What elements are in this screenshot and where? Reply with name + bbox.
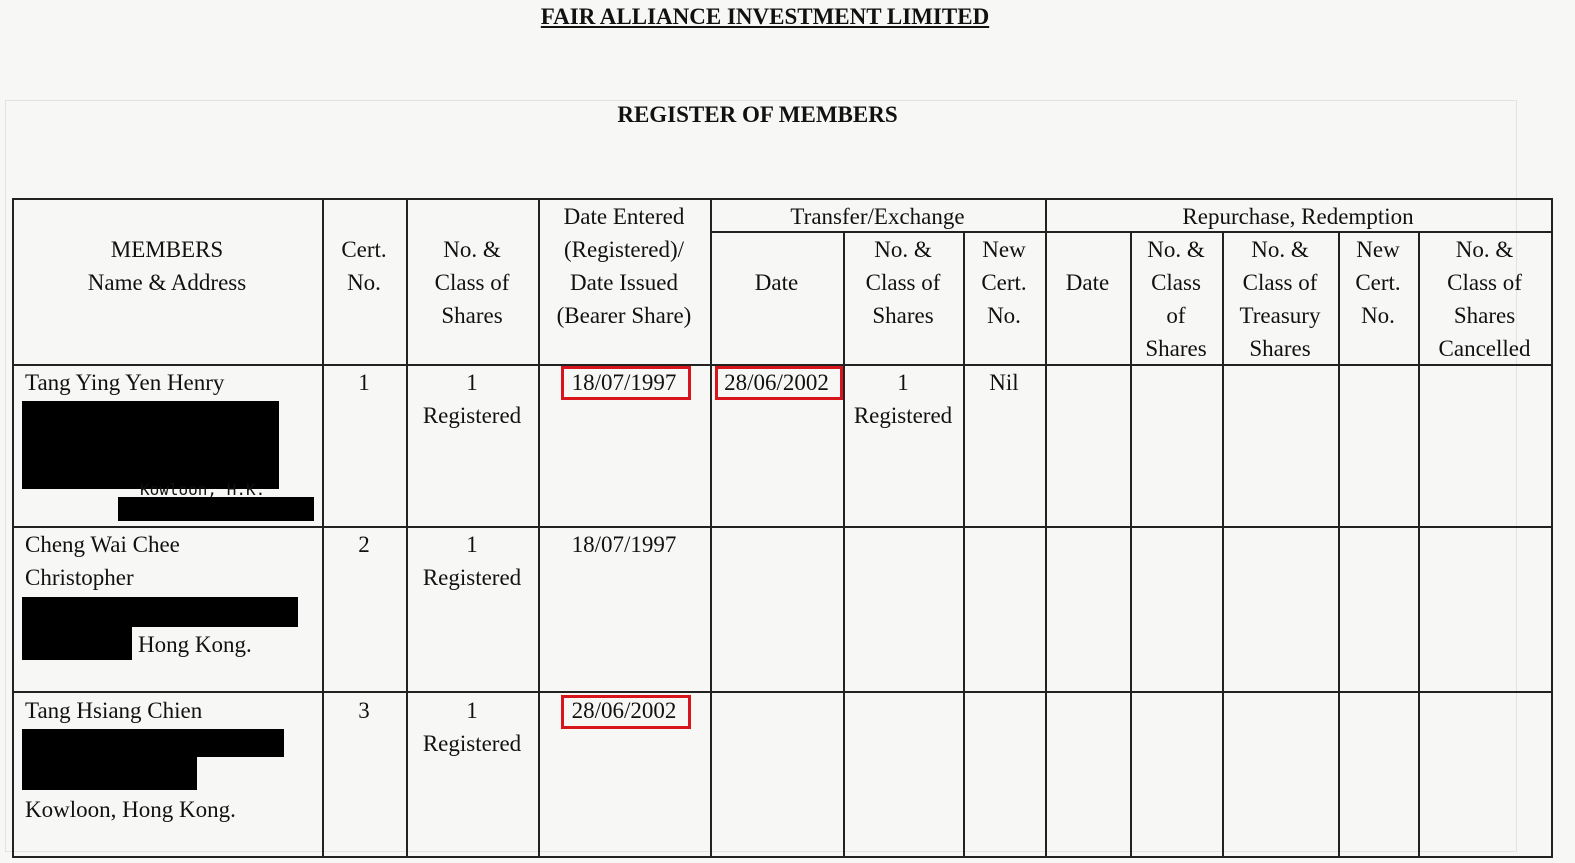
class-of-shares: 1 Registered bbox=[422, 532, 522, 590]
transfer-shares: 1 Registered bbox=[853, 370, 953, 428]
register-title: REGISTER OF MEMBERS bbox=[617, 102, 898, 127]
redaction-bar bbox=[22, 757, 197, 790]
member-address: Hong Kong. bbox=[138, 632, 252, 657]
redaction-bar bbox=[22, 597, 298, 627]
date-entered: 18/07/1997 bbox=[571, 370, 677, 395]
header-repurchase-group: Repurchase, Redemption bbox=[1182, 204, 1414, 229]
company-title: FAIR ALLIANCE INVESTMENT LIMITED bbox=[540, 4, 990, 29]
member-address: Kowloon, Hong Kong. bbox=[25, 797, 236, 822]
date-entered: 18/07/1997 bbox=[571, 532, 677, 557]
cert-no: 1 bbox=[358, 370, 370, 395]
bleed-through-table bbox=[5, 100, 1517, 852]
member-address: Kowloon, H.K. bbox=[140, 480, 266, 499]
header-cert-no: Cert. No. bbox=[341, 237, 387, 295]
date-entered: 28/06/2002 bbox=[571, 698, 677, 723]
highlight-box bbox=[561, 366, 691, 400]
cert-no: 2 bbox=[358, 532, 370, 557]
redaction-bar bbox=[22, 729, 284, 757]
member-name: Tang Ying Yen Henry bbox=[25, 370, 225, 395]
class-of-shares: 1 Registered bbox=[422, 370, 522, 428]
header-transfer-group: Transfer/Exchange bbox=[790, 204, 965, 229]
header-repurchase-date: Date bbox=[1065, 270, 1110, 295]
new-cert-no: Nil bbox=[989, 370, 1019, 395]
header-new-cert: New Cert. No. bbox=[981, 237, 1027, 328]
header-repurchase-new-cert: New Cert. No. bbox=[1355, 237, 1401, 328]
header-members: MEMBERS Name & Address bbox=[87, 237, 247, 295]
redaction-bar bbox=[22, 401, 279, 489]
redaction-bar bbox=[22, 627, 132, 660]
transfer-date: 28/06/2002 bbox=[724, 370, 829, 395]
member-name: Tang Hsiang Chien bbox=[25, 698, 203, 723]
header-repurchase-class: No. & Class of Shares bbox=[1145, 237, 1207, 361]
header-shares-cancelled: No. & Class of Shares Cancelled bbox=[1438, 237, 1531, 361]
highlight-box bbox=[715, 366, 843, 400]
header-transfer-date: Date bbox=[754, 270, 799, 295]
highlight-box bbox=[561, 695, 691, 729]
member-name: Cheng Wai Chee Christopher bbox=[25, 532, 180, 590]
header-transfer-class: No. & Class of Shares bbox=[865, 237, 941, 328]
header-date-entered: Date Entered (Registered)/ Date Issued (… bbox=[556, 204, 692, 328]
redaction-bar bbox=[118, 497, 314, 521]
class-of-shares: 1 Registered bbox=[422, 698, 522, 756]
header-treasury-shares: No. & Class of Treasury Shares bbox=[1239, 237, 1321, 361]
cert-no: 3 bbox=[358, 698, 370, 723]
header-class-of-shares: No. & Class of Shares bbox=[434, 237, 510, 328]
